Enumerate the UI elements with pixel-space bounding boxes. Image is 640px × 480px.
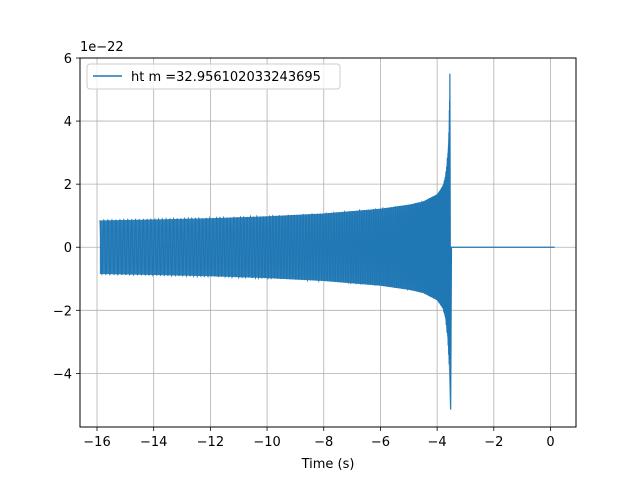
y-tick-label: −2 [53, 304, 72, 319]
x-tick-label: −16 [83, 435, 110, 450]
x-tick-label: −14 [140, 435, 167, 450]
x-axis-label: Time (s) [301, 457, 355, 472]
x-tick-label: −8 [314, 435, 333, 450]
y-tick-label: 2 [64, 178, 72, 193]
x-tick-label: −12 [197, 435, 224, 450]
legend-label: ht m =32.956102033243695 [131, 70, 321, 85]
y-tick-label: 4 [64, 115, 72, 130]
y-tick-labels: −4 −2 0 2 4 6 [53, 52, 72, 382]
x-tick-label: 0 [546, 435, 554, 450]
tick-marks [76, 57, 551, 431]
plot-frame [79, 57, 577, 428]
x-tick-label: −2 [484, 435, 503, 450]
x-tick-label: −10 [253, 435, 280, 450]
x-tick-label: −4 [428, 435, 447, 450]
x-tick-labels: −16 −14 −12 −10 −8 −6 −4 −2 0 [83, 435, 554, 450]
y-axis-offset-label: 1e−22 [80, 40, 124, 55]
series-layer [99, 73, 555, 410]
y-tick-label: 6 [64, 52, 72, 67]
legend-box [86, 63, 341, 90]
legend: ht m =32.956102033243695 [86, 63, 341, 90]
y-tick-label: 0 [64, 241, 72, 256]
y-tick-label: −4 [53, 367, 72, 382]
x-tick-label: −6 [371, 435, 390, 450]
series-line [99, 73, 555, 410]
